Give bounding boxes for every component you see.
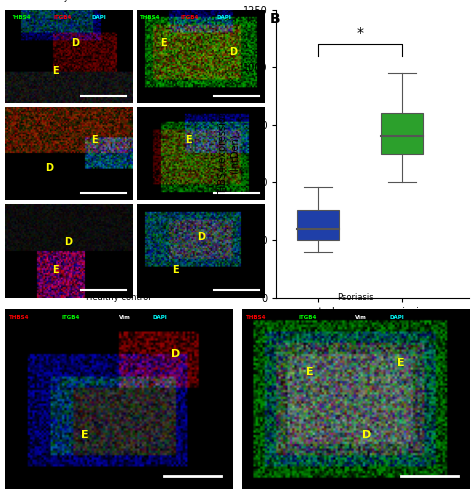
Text: *: *	[357, 26, 364, 40]
FancyBboxPatch shape	[381, 114, 423, 154]
Text: D: D	[171, 349, 180, 359]
Text: ITGB4: ITGB4	[299, 315, 317, 320]
Text: E: E	[173, 265, 179, 275]
Text: Vim: Vim	[118, 315, 130, 320]
Text: Vim: Vim	[356, 315, 367, 320]
Text: Psoriasis: Psoriasis	[183, 0, 219, 2]
Text: A: A	[5, 12, 16, 26]
Text: D: D	[362, 430, 372, 440]
Text: ITGB4: ITGB4	[53, 14, 72, 20]
Text: C: C	[5, 331, 15, 345]
Text: Psoriasis: Psoriasis	[337, 293, 374, 302]
Text: DAPI: DAPI	[217, 14, 231, 20]
Text: E: E	[91, 135, 97, 145]
Text: THBS4: THBS4	[11, 14, 32, 20]
Text: E: E	[160, 38, 166, 47]
Text: THBS4: THBS4	[246, 315, 266, 320]
Text: B: B	[270, 12, 281, 26]
Text: E: E	[81, 430, 88, 440]
Text: THBS4: THBS4	[140, 14, 161, 20]
Text: E: E	[185, 135, 192, 145]
Text: Healthy control: Healthy control	[36, 0, 101, 2]
Text: E: E	[306, 367, 314, 377]
Text: THBS4: THBS4	[9, 315, 30, 320]
Text: DAPI: DAPI	[91, 14, 106, 20]
Text: E: E	[53, 265, 59, 275]
FancyBboxPatch shape	[297, 210, 339, 240]
Y-axis label: THBS4 expression
(IntDen): THBS4 expression (IntDen)	[218, 110, 240, 198]
Text: DAPI: DAPI	[390, 315, 404, 320]
Text: E: E	[397, 358, 405, 368]
Text: ITGB4: ITGB4	[62, 315, 80, 320]
Text: ITGB4: ITGB4	[181, 14, 199, 20]
Text: D: D	[71, 38, 79, 47]
Text: Healthy control: Healthy control	[86, 293, 151, 302]
Text: E: E	[53, 66, 59, 76]
Text: DAPI: DAPI	[153, 315, 167, 320]
Text: D: D	[46, 163, 54, 173]
Text: D: D	[64, 237, 73, 247]
Text: D: D	[229, 47, 237, 57]
Text: D: D	[197, 232, 205, 242]
